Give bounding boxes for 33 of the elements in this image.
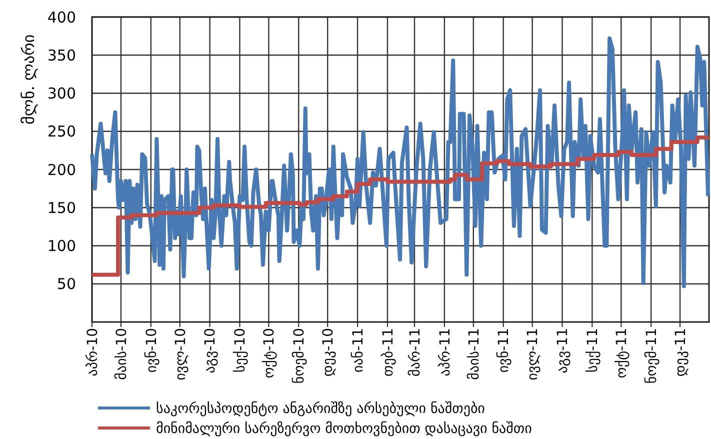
x-tick-label: ივნ-11 — [496, 328, 512, 373]
x-tick-label: თებ-11 — [380, 328, 396, 376]
x-tick-label: აპრ-11 — [437, 328, 454, 376]
y-tick-label: 150 — [47, 198, 76, 217]
x-tick-label: ივლ-11 — [525, 328, 542, 380]
x-tick-label: ნოემ-10 — [292, 328, 308, 384]
legend-label: მინიმალური სარეზერვო მოთხოვნებით დასაცავი ნაშთი — [156, 420, 532, 437]
x-tick-label: მარ-11 — [407, 328, 424, 376]
x-tick-label: სექ-11 — [585, 328, 602, 372]
x-tick-label: ივლ-10 — [172, 328, 189, 380]
y-axis-title: მლნ. ლარი — [19, 34, 38, 125]
x-tick-label: დეკ-10 — [320, 328, 336, 377]
y-tick-label: 50 — [56, 275, 76, 294]
x-tick-label: დეკ-11 — [672, 328, 689, 377]
line-series — [90, 36, 710, 288]
x-tick-label: ოქტ-10 — [262, 328, 278, 378]
x-tick-label: ივნ-10 — [144, 328, 160, 373]
y-tick-label: 250 — [47, 122, 76, 141]
x-tick-label: ოქტ-11 — [614, 328, 630, 378]
legend-label: საკორესპოდენტო ანგარიშზე არსებული ნაშთები — [156, 400, 485, 417]
x-tick-label: მაის-10 — [114, 328, 130, 380]
y-tick-label: 400 — [47, 8, 76, 26]
x-tick-label: სექ-10 — [232, 328, 249, 372]
x-tick-label: აპრ-10 — [84, 328, 101, 376]
x-tick-label: აგვ-10 — [202, 328, 219, 374]
x-tick-label: ნოემ-11 — [644, 328, 660, 384]
x-tick-label: მაის-11 — [466, 328, 482, 380]
y-tick-label: 200 — [47, 160, 76, 179]
y-tick-label: 100 — [47, 237, 76, 255]
x-tick-label: აგვ-11 — [555, 328, 572, 374]
y-tick-label: 350 — [47, 46, 76, 64]
y-tick-label: 300 — [47, 84, 76, 102]
x-tick-label: იან-11 — [350, 328, 366, 373]
